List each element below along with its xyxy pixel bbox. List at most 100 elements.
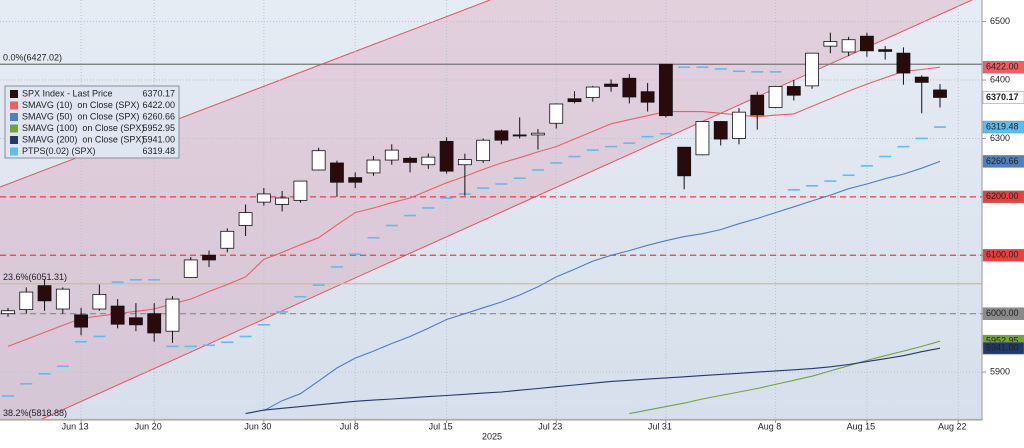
candle-body	[110, 305, 125, 325]
value-tag-label: 5941.00	[986, 343, 1019, 353]
candle-body	[512, 134, 527, 137]
candle-body	[933, 89, 947, 98]
y-tick-label: 6400	[990, 74, 1010, 84]
x-tick-label: Jul 15	[429, 421, 453, 431]
candle-body	[549, 103, 564, 124]
candle-body	[860, 35, 874, 52]
x-year-label: 2025	[482, 431, 502, 441]
y-tick-label: 6500	[990, 16, 1010, 26]
legend-value: 6260.66	[142, 111, 175, 121]
candle-body	[366, 159, 381, 174]
legend-swatch	[10, 124, 18, 133]
legend-label: SMAVG (200) on Close (SPX)	[22, 134, 144, 144]
x-tick-label: Jun 30	[244, 421, 271, 431]
legend-label: SPX Index - Last Price	[22, 88, 113, 98]
x-tick-label: Aug 22	[938, 421, 967, 431]
candle-body	[330, 162, 344, 183]
value-tag-label: 6370.17	[986, 92, 1019, 102]
candle-body	[238, 212, 253, 226]
value-tag	[982, 155, 1024, 168]
legend-value: 5941.00	[142, 134, 175, 144]
legend-label: SMAVG (100) on Close (SPX)	[22, 123, 144, 133]
candle-body	[750, 94, 765, 116]
candle-body	[293, 180, 308, 201]
candle-body	[695, 121, 710, 156]
candle-body	[622, 77, 637, 98]
legend-box	[4, 85, 180, 159]
x-tick-label: Jul 31	[648, 421, 672, 431]
x-tick-label: Aug 15	[847, 421, 876, 431]
candle-body	[311, 150, 326, 171]
candle-body	[786, 86, 801, 96]
legend-label: SMAVG (50) on Close (SPX)	[22, 111, 139, 121]
candle-body	[129, 317, 143, 326]
plot-layer: 0.0%(6427.02) 23.6%(6051.31) 38.2%(5818.88…	[0, 0, 982, 420]
candle-body	[732, 111, 746, 139]
candle-body	[658, 63, 673, 117]
legend-label: PTPS(0.02) (SPX)	[22, 146, 96, 156]
fib-label: 38.2%(5818.88)	[3, 408, 67, 418]
candle-body	[384, 149, 399, 161]
candle-body	[348, 177, 363, 183]
ma-line	[7, 66, 941, 347]
candle-body	[403, 157, 417, 163]
legend-value: 6370.17	[142, 88, 175, 98]
legend-swatch	[10, 101, 18, 110]
candle-body	[37, 285, 52, 302]
ma-line	[245, 347, 941, 415]
y-tick-label: 6300	[990, 133, 1010, 143]
legend-value: 6422.00	[142, 100, 175, 110]
candle-body	[896, 52, 911, 74]
legend-swatch	[10, 90, 18, 98]
candle-body	[457, 159, 472, 166]
candle-body	[220, 230, 235, 249]
fib-label: 23.6%(6051.31)	[3, 272, 67, 282]
candle-body	[19, 291, 34, 310]
ma-line	[629, 340, 941, 415]
candle-body	[275, 197, 290, 205]
candle-body	[768, 86, 783, 108]
x-tick-label: Jul 8	[340, 421, 359, 431]
value-tag	[982, 249, 1024, 262]
candle-body	[439, 140, 454, 172]
candle-body	[147, 313, 162, 334]
x-tick-label: Jul 23	[538, 421, 562, 431]
x-tick-label: Jun 13	[62, 421, 89, 431]
candle-body	[878, 49, 893, 52]
value-tag-label: 6319.48	[986, 121, 1019, 131]
value-tag	[982, 307, 1024, 320]
candle-body	[604, 83, 618, 87]
ma-line	[263, 160, 941, 412]
value-tag-label: 5952.95	[986, 336, 1019, 346]
candle-body	[55, 288, 70, 310]
candle-body	[585, 86, 600, 98]
value-tag-label: 6100.00	[986, 250, 1019, 260]
candle-body	[567, 98, 582, 103]
candle-body	[183, 259, 198, 278]
legend-swatch	[10, 136, 18, 144]
legend-value: 6319.48	[142, 146, 175, 156]
value-tag-label: 6260.66	[986, 156, 1019, 166]
value-tag	[982, 91, 1024, 104]
candle-body	[202, 254, 216, 261]
candle-body	[914, 76, 929, 83]
x-tick-label: Jun 20	[135, 421, 162, 431]
candle-body	[640, 91, 655, 103]
legend-swatch	[10, 113, 18, 121]
value-tag	[982, 341, 1024, 355]
channel-fill	[0, 0, 972, 420]
x-tick-label: Aug 8	[758, 421, 782, 431]
legend-swatch	[10, 147, 18, 156]
value-tag-label: 6000.00	[986, 308, 1019, 318]
candle-body	[1, 310, 15, 315]
legend-label: SMAVG (10) on Close (SPX)	[22, 100, 139, 110]
candle-body	[421, 156, 436, 166]
y-tick-label: 5900	[990, 366, 1010, 376]
candle-body	[713, 121, 728, 140]
value-tag-label: 6200.00	[986, 191, 1019, 201]
candle-body	[74, 314, 88, 328]
candle-body	[165, 298, 180, 332]
